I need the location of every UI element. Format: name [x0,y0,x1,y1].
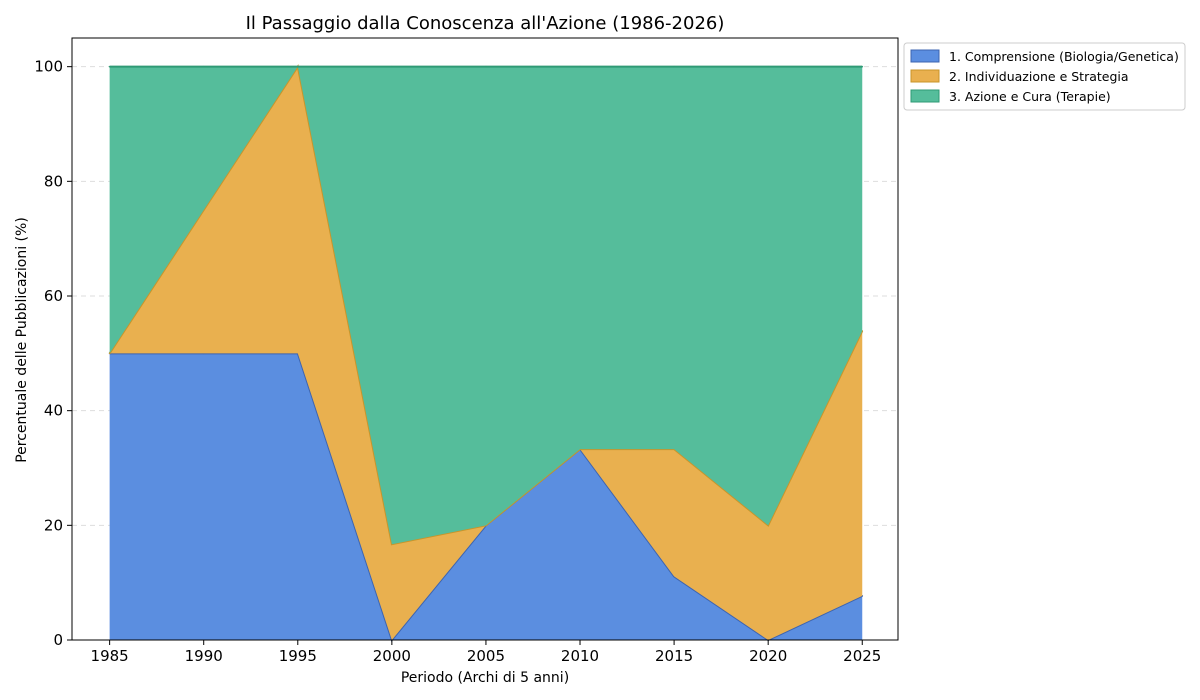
data-point-s3-2015 [673,65,675,68]
plot-frame [71,37,899,641]
x-tick-label-2000: 2000 [373,647,411,665]
legend-label-3: 3. Azione e Cura (Terapie) [949,89,1111,104]
data-point-s3-1985 [108,65,111,68]
y-tick-label-40: 40 [44,402,63,420]
axis-ticks: 1985 1990 1995 2000 2005 2010 2015 2020 2025 0 20 4… [34,58,881,665]
data-point-s3-2010 [579,65,581,68]
data-point-s3-2005 [485,65,487,68]
data-point-s3-2000 [391,65,393,68]
data-point-s3-1995 [296,65,299,68]
y-tick-label-0: 0 [53,631,63,649]
y-tick-label-60: 60 [44,287,63,305]
area-series-group [108,64,864,643]
y-tick-label-80: 80 [44,172,63,190]
y-axis-label: Percentuale delle Pubblicazioni (%) [14,217,30,463]
x-tick-label-1985: 1985 [91,647,129,665]
area-series-3 [109,66,863,545]
data-point-s3-2025 [861,65,864,68]
x-tick-label-2015: 2015 [655,647,693,665]
area-series-2 [109,66,863,641]
chart-title: Il Passaggio dalla Conoscenza all'Azione… [246,13,725,34]
legend-swatch-2 [910,69,940,83]
x-tick-label-1995: 1995 [279,647,317,665]
y-tick-label-100: 100 [34,58,63,76]
x-tick-label-2010: 2010 [561,647,599,665]
legend-swatch-3 [910,89,940,103]
data-point-s3-2020 [767,65,769,68]
x-tick-label-2005: 2005 [467,647,505,665]
legend-label-1: 1. Comprensione (Biologia/Genetica) [949,49,1179,64]
x-tick-label-2025: 2025 [843,647,881,665]
y-tick-label-20: 20 [44,516,63,534]
legend: 1. Comprensione (Biologia/Genetica) 2. In… [903,42,1186,111]
legend-swatch-1 [910,49,940,63]
data-point-s3-1990 [202,65,205,68]
legend-frame [903,42,1186,111]
data-point-s2-1985 [108,352,111,355]
x-tick-label-2020: 2020 [749,647,787,665]
area-series-1 [109,353,863,640]
legend-label-2: 2. Individuazione e Strategia [949,69,1129,84]
x-tick-label-1990: 1990 [185,647,223,665]
x-axis-label: Periodo (Archi di 5 anni) [401,670,569,686]
